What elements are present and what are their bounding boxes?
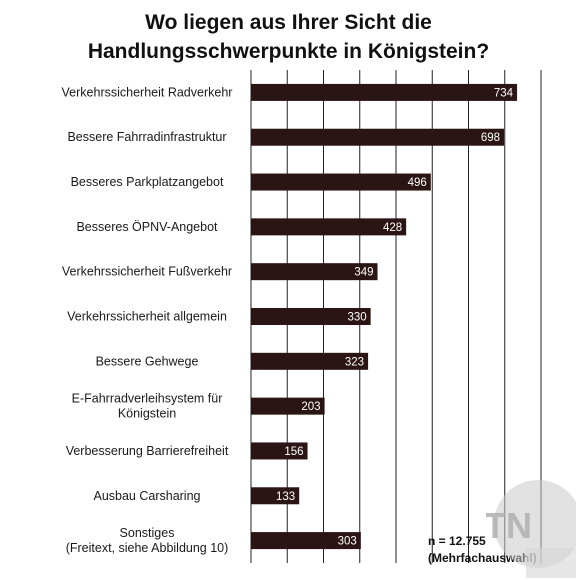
category-label: Sonstiges: [120, 526, 175, 540]
category-label: Königstein: [118, 407, 176, 421]
category-label: (Freitext, siehe Abbildung 10): [66, 541, 229, 555]
gridlines: [250, 70, 542, 563]
category-labels: Verkehrssicherheit Radverkehr Bessere Fah…: [62, 85, 233, 555]
category-label: Bessere Gehwege: [96, 354, 199, 368]
category-label: Verbesserung Barrierefreiheit: [66, 444, 229, 458]
bar: [251, 532, 361, 550]
bar-value-label: 734: [494, 87, 514, 99]
bar: [251, 263, 378, 281]
category-label: Besseres ÖPNV-Angebot: [76, 220, 218, 234]
category-label: E-Fahrradverleihsystem für: [72, 392, 223, 406]
bar-value-label: 428: [383, 222, 402, 234]
bar: [251, 442, 308, 460]
bar-value-label: 323: [345, 356, 364, 368]
sample-size: n = 12.755: [428, 534, 486, 548]
bar-value-label: 156: [284, 446, 303, 458]
category-label: Verkehrssicherheit Fußverkehr: [62, 265, 232, 279]
watermark-logo: TN: [486, 480, 576, 578]
category-label: Besseres Parkplatzangebot: [71, 175, 224, 189]
bar-value-label: 698: [481, 132, 500, 144]
svg-text:TN: TN: [486, 505, 532, 546]
category-label: Verkehrssicherheit Radverkehr: [62, 85, 233, 99]
bar-value-label: 496: [408, 177, 427, 189]
bar: [251, 487, 300, 505]
bar: [251, 308, 371, 325]
category-label: Ausbau Carsharing: [93, 489, 200, 503]
category-label: Verkehrssicherheit allgemein: [67, 310, 227, 324]
bar-value-label: 203: [301, 401, 320, 413]
bar-value-label: 330: [347, 312, 366, 324]
bar: [251, 173, 431, 191]
bar: [251, 128, 505, 146]
bar: [251, 83, 518, 101]
chart-title: Wo liegen aus Ihrer Sicht die Handlungss…: [0, 8, 577, 66]
category-label: Bessere Fahrradinfrastruktur: [67, 130, 226, 144]
chart-title-line-1: Wo liegen aus Ihrer Sicht die: [145, 11, 432, 34]
bar-value-label: 349: [354, 267, 373, 279]
bar-value-label: 303: [338, 536, 357, 548]
bar: [251, 352, 369, 370]
bar: [251, 397, 325, 415]
bars: 734 698 496 428 349 330 323 203 156 133 303: [251, 83, 518, 550]
chart-title-line-2: Handlungsschwerpunkte in Königstein?: [87, 40, 490, 63]
bar-value-label: 133: [276, 491, 295, 503]
bar: [251, 218, 407, 236]
